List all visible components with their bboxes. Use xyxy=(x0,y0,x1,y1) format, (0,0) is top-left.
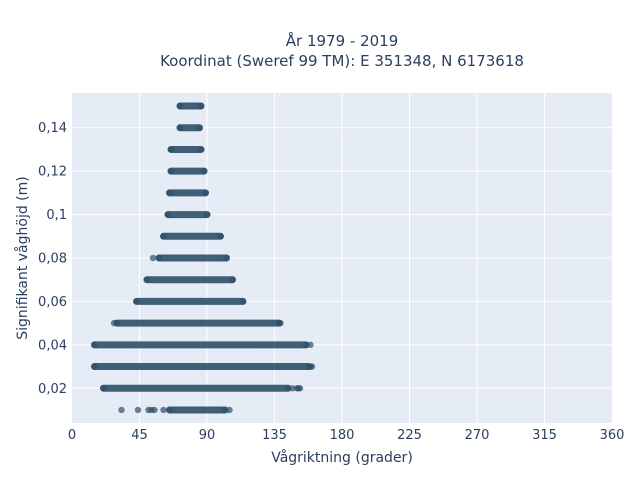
data-point xyxy=(302,341,310,349)
data-point xyxy=(196,124,203,131)
y-tick-label: 0,06 xyxy=(38,295,67,310)
y-tick-label: 0,14 xyxy=(38,121,67,136)
data-point xyxy=(91,363,98,370)
data-point xyxy=(289,385,296,392)
y-axis-title: Signifikant våghöjd (m) xyxy=(14,176,31,339)
data-point xyxy=(133,298,140,305)
data-point xyxy=(167,167,175,175)
data-point xyxy=(217,233,224,240)
x-axis-ticks: 0 45 90 135 180 225 270 315 360 xyxy=(68,428,625,443)
data-point xyxy=(110,319,118,327)
data-point xyxy=(221,406,229,414)
data-point xyxy=(223,254,230,262)
data-point xyxy=(277,319,284,327)
chart-title-line2: Koordinat (Sweref 99 TM): E 351348, N 61… xyxy=(160,52,524,70)
data-point xyxy=(296,385,304,392)
x-tick-label: 90 xyxy=(199,428,216,443)
x-tick-label: 180 xyxy=(330,428,355,443)
chart-title-line1: År 1979 - 2019 xyxy=(286,31,399,50)
y-axis-ticks: 0,02 0,04 0,06 0,08 0,1 0,12 0,14 xyxy=(38,121,67,397)
data-point xyxy=(176,102,184,110)
data-point xyxy=(203,211,211,218)
data-point xyxy=(100,385,107,392)
data-point xyxy=(202,189,209,197)
y-tick-label: 0,04 xyxy=(38,338,67,353)
y-tick-label: 0,1 xyxy=(46,208,67,223)
x-tick-label: 135 xyxy=(262,428,287,443)
data-point xyxy=(118,406,125,414)
data-point xyxy=(160,233,167,240)
data-point xyxy=(226,406,233,414)
data-point xyxy=(229,276,236,283)
x-tick-label: 45 xyxy=(131,428,148,443)
y-tick-label: 0,12 xyxy=(38,165,67,180)
data-point xyxy=(91,341,98,349)
data-point xyxy=(200,167,208,175)
y-tick-label: 0,08 xyxy=(38,252,67,267)
x-tick-label: 360 xyxy=(600,428,625,443)
data-point xyxy=(176,124,184,131)
x-tick-label: 0 xyxy=(68,428,76,443)
data-point xyxy=(308,363,316,370)
x-tick-label: 315 xyxy=(532,428,557,443)
data-point xyxy=(151,406,158,414)
data-point xyxy=(164,211,172,218)
y-tick-label: 0,02 xyxy=(38,382,67,397)
data-point xyxy=(284,385,292,392)
data-point xyxy=(197,102,205,110)
data-points xyxy=(91,102,316,414)
data-point xyxy=(166,406,173,414)
x-tick-label: 270 xyxy=(465,428,490,443)
data-point xyxy=(155,254,163,262)
data-point xyxy=(166,189,173,197)
data-point xyxy=(134,406,142,414)
data-point xyxy=(197,146,205,153)
data-point xyxy=(167,146,175,153)
data-point xyxy=(160,406,167,414)
data-point xyxy=(143,276,151,283)
data-point xyxy=(307,341,314,349)
x-tick-label: 225 xyxy=(397,428,422,443)
data-point xyxy=(149,254,157,262)
x-axis-title: Vågriktning (grader) xyxy=(271,449,413,466)
data-point xyxy=(239,298,247,305)
